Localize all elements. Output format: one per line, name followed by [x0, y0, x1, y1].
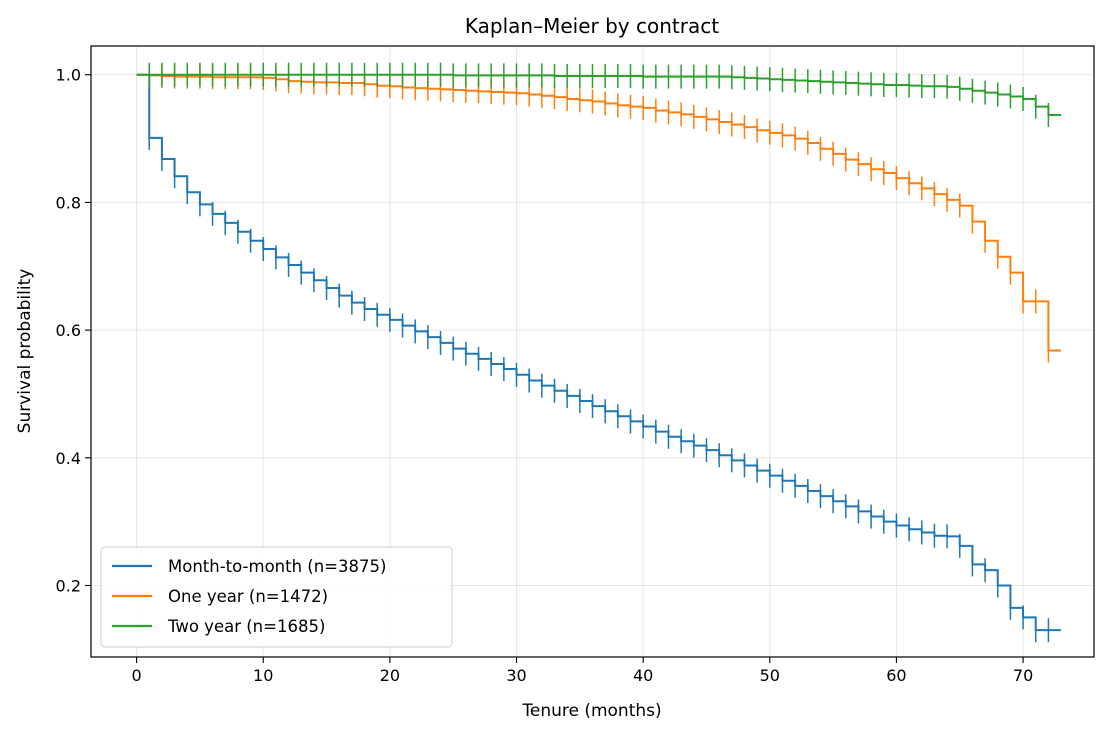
series-group	[136, 62, 1062, 127]
x-tick-label: 50	[760, 666, 780, 685]
series-layer	[136, 62, 1062, 643]
y-tick-label: 0.8	[56, 193, 81, 212]
x-tick-label: 70	[1013, 666, 1033, 685]
chart-title: Kaplan–Meier by contract	[465, 14, 719, 38]
x-axis-label: Tenure (months)	[521, 701, 661, 721]
y-tick-label: 1.0	[56, 66, 81, 85]
legend-entry: Two year (n=1685)	[167, 617, 325, 636]
legend-box	[100, 546, 453, 648]
y-tick-label: 0.2	[56, 576, 81, 595]
x-tick-label: 60	[886, 666, 906, 685]
legend: Month-to-month (n=3875) One year (n=1472)…	[100, 546, 453, 648]
x-tick-label: 10	[253, 666, 273, 685]
y-tick-label: 0.4	[56, 449, 81, 468]
x-tick-label: 40	[633, 666, 653, 685]
y-axis-label: Survival probability	[15, 269, 35, 434]
x-tick-label: 30	[506, 666, 526, 685]
legend-entry: One year (n=1472)	[168, 587, 328, 606]
x-tick-label: 0	[131, 666, 141, 685]
y-axis: 0.2 0.4 0.6 0.8 1.0	[56, 66, 91, 595]
y-tick-label: 0.6	[56, 321, 81, 340]
series-group	[136, 73, 1062, 643]
plot-frame	[90, 45, 1095, 658]
legend-entry: Month-to-month (n=3875)	[168, 557, 386, 576]
x-axis: 0 10 20 30 40 50 60 70	[131, 657, 1033, 685]
x-tick-label: 20	[380, 666, 400, 685]
